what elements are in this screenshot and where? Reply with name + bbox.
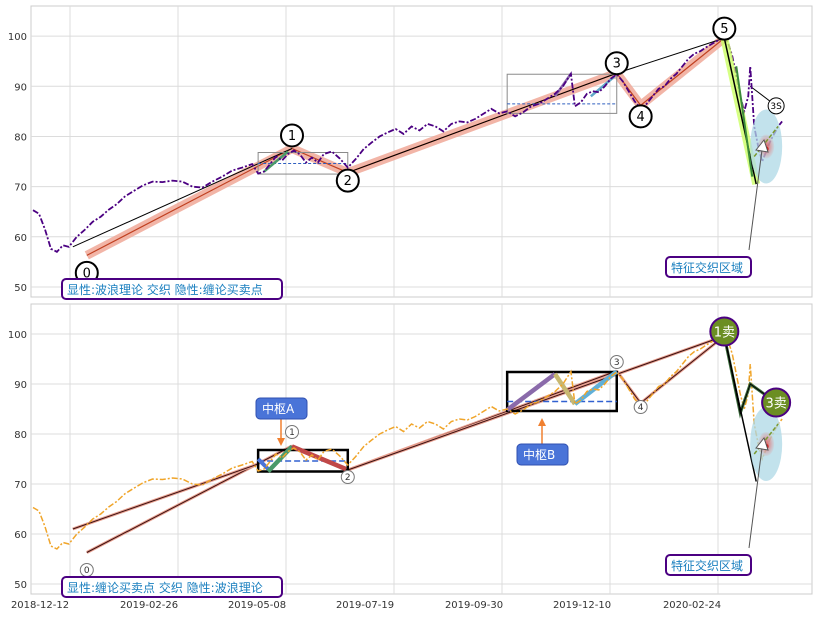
arrow-head	[755, 138, 769, 153]
wave-label-small: 0	[84, 566, 90, 576]
x-tick-label: 2019-05-08	[228, 600, 286, 611]
trend-line	[72, 148, 293, 248]
zhongshu-b-arrowhead	[538, 418, 546, 426]
x-tick-label: 2019-09-30	[445, 600, 503, 611]
zhongshu-b-text: 中枢B	[523, 447, 555, 462]
wave-label-small: 2	[345, 473, 351, 483]
arrow-head	[755, 436, 769, 451]
x-tick-label: 2019-02-26	[120, 600, 178, 611]
wave-circle-small	[285, 425, 299, 439]
zhongshu-box	[506, 73, 618, 114]
wave-circle-small	[609, 355, 624, 369]
y-tick-label: 100	[8, 330, 27, 341]
legend-bottom: 显性:缠论买卖点 交织 隐性:波浪理论	[61, 576, 283, 598]
feature-trend	[753, 125, 779, 157]
x-tick-labels: 2018-12-12 2019-02-26 2019-05-08 2019-07-19…	[11, 600, 721, 611]
legend-top: 显性:波浪理论 交织 隐性:缠论买卖点	[61, 278, 283, 300]
wave-circle-small	[633, 400, 648, 414]
zhongshu-a-label: 中枢A	[255, 397, 308, 420]
legend-bottom-text: 显性:缠论买卖点 交织 隐性:波浪理论	[67, 580, 263, 595]
wave-circle	[604, 51, 629, 76]
y-tick-label: 100	[8, 32, 27, 43]
sub-stroke	[553, 372, 577, 406]
top-plot: 0 1 2 3 4 5 3S	[32, 16, 785, 285]
zhongshu-box	[505, 370, 618, 413]
sub-stroke	[573, 369, 619, 406]
x-tick-label: 2020-02-24	[663, 600, 721, 611]
x-tick-label: 2019-07-19	[336, 600, 394, 611]
sell-marker-label: 3卖	[765, 397, 786, 412]
y-tick-label: 70	[14, 480, 27, 491]
sell-marker	[761, 387, 792, 418]
x-tick-label: 2019-12-10	[553, 600, 611, 611]
sub-stroke	[256, 457, 270, 471]
zhongshu-a-text: 中枢A	[262, 401, 295, 416]
y-tick-label: 60	[14, 530, 27, 541]
bottom-plot: 0 1 2 3 4 1卖 3卖	[32, 316, 792, 577]
feature-label-top-text: 特征交织区域	[671, 260, 743, 275]
wave-label-small: 1	[289, 428, 295, 438]
wave-label: 4	[637, 110, 645, 125]
wave-label: 3	[613, 57, 621, 72]
arrow-shaft	[748, 149, 763, 251]
wave-circle	[335, 168, 360, 193]
wave-label: 2	[344, 174, 352, 189]
wave-circle	[712, 16, 737, 41]
arrow-shaft	[748, 447, 763, 549]
wave-label: 3S	[770, 102, 782, 112]
feature-label-top: 特征交织区域	[665, 256, 752, 278]
y-tick-label: 50	[14, 580, 27, 591]
feature-trend	[753, 423, 779, 455]
wave-label-small: 4	[638, 403, 644, 413]
sub-stroke	[505, 372, 557, 412]
sub-stroke	[263, 150, 289, 173]
zhongshu-a-arrowhead	[277, 438, 285, 446]
y-tick-label: 90	[14, 82, 27, 93]
sub-stroke	[590, 75, 616, 98]
y-tick-label: 70	[14, 183, 27, 194]
zhongshu-b-label: 中枢B	[516, 443, 569, 466]
y-tick-label: 60	[14, 233, 27, 244]
sell-marker-label: 1卖	[714, 326, 735, 341]
y-tick-label: 80	[14, 132, 27, 143]
wave-label: 0	[83, 266, 91, 281]
x-tick-label: 2018-12-12	[11, 600, 69, 611]
wave-label-small: 3	[614, 358, 620, 368]
trend-line	[347, 72, 617, 174]
y-tick-label: 50	[14, 283, 27, 294]
wave-circle	[767, 97, 785, 115]
wave-circle	[628, 104, 653, 129]
decline-line	[723, 335, 757, 482]
decline-line	[723, 37, 757, 185]
price-line	[32, 335, 783, 550]
price-line	[32, 37, 783, 253]
wave-circle-small	[340, 470, 355, 484]
wave-label: 5	[720, 22, 728, 37]
y-tick-label: 80	[14, 430, 27, 441]
legend-top-text: 显性:波浪理论 交织 隐性:缠论买卖点	[67, 282, 263, 297]
sell-marker	[709, 316, 740, 347]
decline-sub	[735, 66, 754, 177]
y-tick-label: 90	[14, 380, 27, 391]
bi-line	[72, 463, 259, 530]
wave-label: 1	[288, 129, 296, 144]
trend-line	[616, 37, 725, 74]
feature-label-bottom: 特征交织区域	[665, 554, 752, 576]
top-panel	[30, 5, 813, 298]
feature-label-bottom-text: 特征交织区域	[671, 558, 743, 573]
wave-circle	[280, 123, 304, 148]
bottom-grid: 50 60 70 80 90 100	[8, 304, 812, 594]
